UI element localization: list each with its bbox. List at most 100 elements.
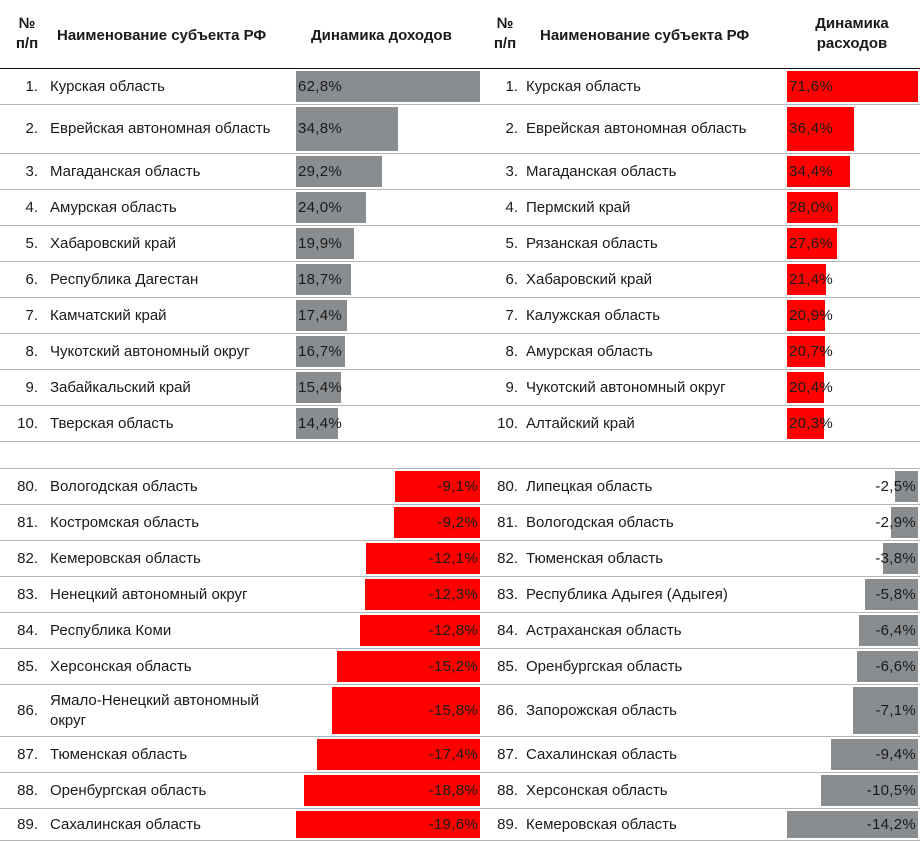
expense-bar-cell: -2,5%	[787, 469, 918, 504]
income-rank: 10.	[17, 414, 38, 432]
expense-rank: 5.	[505, 234, 518, 252]
table-row: 3. Магаданская область 29,2% 3. Магаданская …	[0, 154, 920, 190]
header-num-left: № п/п	[14, 14, 40, 54]
income-rank: 89.	[17, 815, 38, 833]
income-rank: 8.	[25, 342, 38, 360]
expense-rank: 3.	[505, 162, 518, 180]
expense-rank: 89.	[497, 815, 518, 833]
income-rank: 88.	[17, 781, 38, 799]
income-value-label: -18,8%	[428, 781, 478, 799]
expense-region: Рязанская область	[526, 234, 658, 252]
table-row: 84. Республика Коми -12,8% 84. Астраханская …	[0, 613, 920, 649]
expense-value-label: -7,1%	[875, 701, 916, 719]
income-bar	[296, 300, 347, 331]
expense-bar	[882, 543, 918, 574]
income-rank: 85.	[17, 657, 38, 675]
expense-rank: 80.	[497, 477, 518, 495]
expense-value-label: -14,2%	[866, 815, 916, 833]
expense-bar-cell: -7,1%	[787, 685, 918, 736]
income-region: Хабаровский край	[50, 234, 177, 252]
income-region: Тюменская область	[50, 745, 188, 763]
expense-region: Алтайский край	[526, 414, 635, 432]
income-region: Тверская область	[50, 414, 174, 432]
income-region: Ненецкий автономный округ	[50, 585, 248, 603]
header-name-right: Наименование субъекта РФ	[540, 27, 750, 44]
income-bar-cell: 16,7%	[296, 334, 480, 369]
income-bar	[296, 107, 398, 151]
expense-bar-cell: 20,3%	[787, 406, 918, 441]
expense-bar	[864, 579, 918, 610]
income-bar-cell: -18,8%	[296, 773, 480, 808]
income-bar	[393, 507, 480, 538]
income-rank: 6.	[25, 270, 38, 288]
expense-rank: 87.	[497, 745, 518, 763]
expense-bar	[787, 107, 854, 151]
income-bar	[359, 615, 480, 646]
table-row: 82. Кемеровская область -12,1% 82. Тюменская…	[0, 541, 920, 577]
expense-bar	[787, 192, 839, 223]
expense-rank: 83.	[497, 585, 518, 603]
header-expense: Динамика расходов	[800, 14, 904, 54]
expense-value-label: -9,4%	[875, 745, 916, 763]
income-bar-cell: 62,8%	[296, 69, 480, 104]
expense-rank: 4.	[505, 198, 518, 216]
expense-region: Кемеровская область	[526, 815, 677, 833]
income-bar	[364, 579, 480, 610]
expense-region: Магаданская область	[526, 162, 677, 180]
expense-bar-cell: -6,6%	[787, 649, 918, 684]
income-bar-cell: 14,4%	[296, 406, 480, 441]
table-row: 89. Сахалинская область -19,6% 89. Кемеровск…	[0, 809, 920, 841]
income-bar-cell: -15,2%	[296, 649, 480, 684]
header-num-label: №	[496, 15, 514, 32]
expense-bar	[858, 615, 918, 646]
table-row: 8. Чукотский автономный округ 16,7% 8. Амурс…	[0, 334, 920, 370]
expense-bar-cell: 20,9%	[787, 298, 918, 333]
income-value-label: 14,4%	[298, 414, 343, 432]
table-row: 9. Забайкальский край 15,4% 9. Чукотский авт…	[0, 370, 920, 406]
income-value-label: -12,1%	[428, 549, 478, 567]
income-value-label: 19,9%	[298, 234, 343, 252]
income-region: Чукотский автономный округ	[50, 342, 250, 360]
header-num-label-2: п/п	[15, 35, 39, 52]
expense-value-label: 20,4%	[789, 378, 834, 396]
income-rank: 7.	[25, 306, 38, 324]
expense-rank: 6.	[505, 270, 518, 288]
expense-bar	[787, 300, 826, 331]
expense-bar-cell: -6,4%	[787, 613, 918, 648]
expense-region: Еврейская автономная область	[526, 120, 747, 137]
header-expense-label: Динамика	[815, 15, 889, 32]
expense-bar-cell: 34,4%	[787, 154, 918, 189]
income-bar-cell: -12,8%	[296, 613, 480, 648]
expense-region: Хабаровский край	[526, 270, 653, 288]
table-row: 87. Тюменская область -17,4% 87. Сахалинская…	[0, 737, 920, 773]
header-expense-label-2: расходов	[816, 35, 888, 52]
expense-rank: 10.	[497, 414, 518, 432]
table-row: 88. Оренбургская область -18,8% 88. Херсонск…	[0, 773, 920, 809]
table-row: 86. Ямало-Ненецкий автономный округ -15,8%…	[0, 685, 920, 737]
expense-value-label: -3,8%	[875, 549, 916, 567]
expense-region: Амурская область	[526, 342, 653, 360]
income-rank: 83.	[17, 585, 38, 603]
table-row: 85. Херсонская область -15,2% 85. Оренбургск…	[0, 649, 920, 685]
income-bar-cell: -9,2%	[296, 505, 480, 540]
income-bar	[296, 156, 382, 187]
income-region: Амурская область	[50, 198, 177, 216]
expense-value-label: 36,4%	[789, 120, 834, 137]
expense-rank: 86.	[497, 701, 518, 719]
expense-bar-cell: 20,7%	[787, 334, 918, 369]
expense-rank: 85.	[497, 657, 518, 675]
income-bar	[331, 687, 480, 734]
expense-value-label: 21,4%	[789, 270, 834, 288]
income-region: Вологодская область	[50, 477, 198, 495]
income-bar	[296, 336, 345, 367]
expense-bar-cell: -5,8%	[787, 577, 918, 612]
income-rank: 4.	[25, 198, 38, 216]
income-rank: 87.	[17, 745, 38, 763]
income-rank: 9.	[25, 378, 38, 396]
expense-bar-cell: 27,6%	[787, 226, 918, 261]
expense-value-label: -6,4%	[875, 621, 916, 639]
income-bar-cell: 24,0%	[296, 190, 480, 225]
income-region: Сахалинская область	[50, 815, 201, 833]
table-row: 7. Камчатский край 17,4% 7. Калужская област…	[0, 298, 920, 334]
income-region: Кемеровская область	[50, 549, 201, 567]
